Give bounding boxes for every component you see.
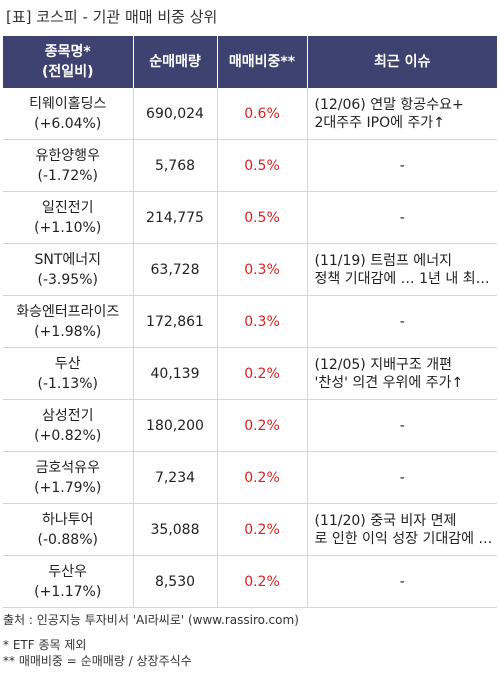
source-note: 출처 : 인공지능 투자비서 'AI라씨로' (www.rassiro.com): [3, 613, 299, 627]
trade-ratio: 0.3%: [217, 295, 308, 348]
price-change: (+0.82%): [34, 427, 102, 444]
header-recent-issue: 최근 이슈: [307, 36, 497, 88]
table-row: SNT에너지 (-3.95%) 63,728 0.3% (11/19) 트럼프 에너지 정…: [3, 243, 497, 296]
trade-ratio: 0.2%: [217, 347, 308, 400]
trade-ratio: 0.5%: [217, 139, 308, 192]
page-title: [표] 코스피 - 기관 매매 비중 상위: [6, 8, 218, 26]
trade-ratio: 0.6%: [217, 88, 308, 140]
net-volume: 180,200: [133, 399, 218, 452]
trade-ratio: 0.3%: [217, 243, 308, 296]
recent-issue-cell: (11/20) 중국 비자 면제 로 인한 이익 성장 기대감에 …: [307, 503, 497, 556]
recent-issue-cell: (12/05) 지배구조 개편 '찬성' 의견 우위에 주가↑: [307, 347, 497, 400]
net-volume: 690,024: [133, 88, 218, 140]
recent-issue-empty: -: [307, 191, 497, 244]
stock-name-cell: 하나투어 (-0.88%): [3, 503, 134, 556]
institution-trading-table: 종목명* (전일비) 순매매량 매매비중** 최근 이슈 티웨이홀딩스 (+6.0…: [3, 36, 497, 608]
table-row: 유한양행우 (-1.72%) 5,768 0.5% -: [3, 139, 497, 192]
stock-name-cell: 유한양행우 (-1.72%): [3, 139, 134, 192]
stock-name: 하나투어: [41, 511, 94, 528]
table-row: 하나투어 (-0.88%) 35,088 0.2% (11/20) 중국 비자 면제 로 …: [3, 503, 497, 556]
stock-name-cell: 티웨이홀딩스 (+6.04%): [3, 88, 134, 140]
price-change: (+1.10%): [34, 219, 102, 236]
recent-issue-line2: 로 인한 이익 성장 기대감에 …: [314, 530, 493, 547]
stock-name-cell: 화승엔터프라이즈 (+1.98%): [3, 295, 134, 348]
price-change: (-1.13%): [37, 375, 98, 392]
net-volume: 35,088: [133, 503, 218, 556]
stock-name: 유한양행우: [35, 147, 100, 164]
recent-issue-cell: (11/19) 트럼프 에너지 정책 기대감에 … 1년 내 최…: [307, 243, 497, 296]
price-change: (+1.98%): [34, 323, 102, 340]
recent-issue-line1: (12/05) 지배구조 개편: [314, 356, 452, 373]
recent-issue-empty: -: [307, 399, 497, 452]
recent-issue-empty: -: [307, 451, 497, 504]
net-volume: 40,139: [133, 347, 218, 400]
stock-name: 일진전기: [41, 199, 94, 216]
table-row: 두산 (-1.13%) 40,139 0.2% (12/05) 지배구조 개편 '찬성' …: [3, 347, 497, 400]
net-volume: 172,861: [133, 295, 218, 348]
recent-issue-line1: (11/19) 트럼프 에너지: [314, 252, 452, 269]
table-row: 일진전기 (+1.10%) 214,775 0.5% -: [3, 191, 497, 244]
stock-name-cell: 두산 (-1.13%): [3, 347, 134, 400]
table-row: 티웨이홀딩스 (+6.04%) 690,024 0.6% (12/06) 연말 항공수요…: [3, 88, 497, 140]
header-name-line1: 종목명*: [44, 44, 91, 60]
price-change: (+1.79%): [34, 479, 102, 496]
header-stock-name: 종목명* (전일비): [3, 36, 134, 88]
net-volume: 214,775: [133, 191, 218, 244]
stock-name: 화승엔터프라이즈: [16, 303, 120, 320]
table-row: 화승엔터프라이즈 (+1.98%) 172,861 0.3% -: [3, 295, 497, 348]
recent-issue-empty: -: [307, 295, 497, 348]
recent-issue-line2: '찬성' 의견 우위에 주가↑: [314, 374, 464, 391]
net-volume: 7,234: [133, 451, 218, 504]
stock-name-cell: 삼성전기 (+0.82%): [3, 399, 134, 452]
stock-name: 두산: [54, 355, 81, 372]
recent-issue-cell: (12/06) 연말 항공수요+ 2대주주 IPO에 주가↑: [307, 88, 497, 140]
recent-issue-empty: -: [307, 139, 497, 192]
recent-issue-line1: (12/06) 연말 항공수요+: [314, 96, 464, 113]
net-volume: 5,768: [133, 139, 218, 192]
stock-name: 삼성전기: [41, 407, 94, 424]
price-change: (-1.72%): [37, 167, 98, 184]
trade-ratio: 0.2%: [217, 555, 308, 608]
stock-name: SNT에너지: [34, 251, 102, 268]
stock-name-cell: SNT에너지 (-3.95%): [3, 243, 134, 296]
trade-ratio: 0.5%: [217, 191, 308, 244]
footnote-ratio: ** 매매비중 = 순매매량 / 상장주식수: [3, 654, 192, 668]
footnote-etf: * ETF 종목 제외: [3, 638, 87, 652]
table-row: 삼성전기 (+0.82%) 180,200 0.2% -: [3, 399, 497, 452]
header-row: 종목명* (전일비) 순매매량 매매비중** 최근 이슈: [3, 36, 497, 88]
trade-ratio: 0.2%: [217, 399, 308, 452]
stock-name-cell: 일진전기 (+1.10%): [3, 191, 134, 244]
header-name-line2: (전일비): [42, 64, 94, 80]
price-change: (+1.17%): [34, 583, 102, 600]
stock-name: 두산우: [48, 563, 88, 580]
recent-issue-empty: -: [307, 555, 497, 608]
stock-name: 금호석유우: [35, 459, 100, 476]
net-volume: 8,530: [133, 555, 218, 608]
header-net-volume: 순매매량: [133, 36, 218, 88]
price-change: (+6.04%): [34, 115, 102, 132]
recent-issue-line2: 정책 기대감에 … 1년 내 최…: [314, 270, 490, 287]
stock-name-cell: 금호석유우 (+1.79%): [3, 451, 134, 504]
recent-issue-line2: 2대주주 IPO에 주가↑: [314, 114, 445, 131]
stock-name: 티웨이홀딩스: [29, 95, 107, 112]
table-row: 두산우 (+1.17%) 8,530 0.2% -: [3, 555, 497, 608]
net-volume: 63,728: [133, 243, 218, 296]
table-row: 금호석유우 (+1.79%) 7,234 0.2% -: [3, 451, 497, 504]
price-change: (-0.88%): [37, 531, 98, 548]
trade-ratio: 0.2%: [217, 503, 308, 556]
recent-issue-line1: (11/20) 중국 비자 면제: [314, 512, 457, 529]
price-change: (-3.95%): [37, 271, 98, 288]
stock-name-cell: 두산우 (+1.17%): [3, 555, 134, 608]
header-trade-ratio: 매매비중**: [217, 36, 308, 88]
trade-ratio: 0.2%: [217, 451, 308, 504]
